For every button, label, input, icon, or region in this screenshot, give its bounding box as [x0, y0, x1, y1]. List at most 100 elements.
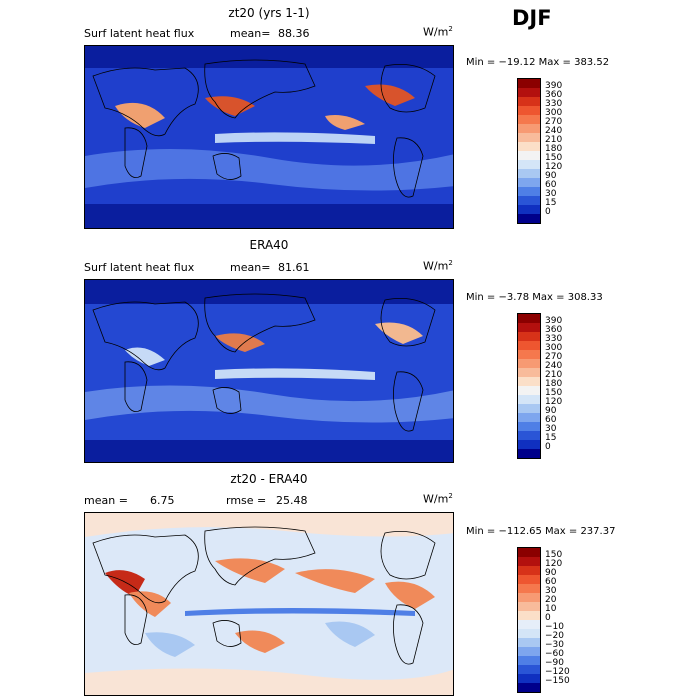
- panel-2-mean-label: mean=: [230, 261, 271, 274]
- panel-3-map: [84, 512, 454, 696]
- panel-2-colorbar-swatch: [518, 323, 540, 332]
- panel-1-colorbar-swatch: [518, 187, 540, 196]
- panel-3-tick: 10: [545, 604, 557, 614]
- panel-3-tick: 30: [545, 586, 557, 596]
- panel-1-tick: 60: [545, 180, 557, 190]
- panel-3-rmse-value: 25.48: [276, 494, 308, 507]
- season-label: DJF: [512, 6, 552, 30]
- panel-2-tick: 0: [545, 442, 551, 452]
- panel-1-colorbar-swatch: [518, 160, 540, 169]
- panel-3-colorbar-swatch: [518, 674, 540, 683]
- panel-3-minmax: Min = −112.65 Max = 237.37: [466, 526, 616, 537]
- panel-1-colorbar-swatch: [518, 169, 540, 178]
- panel-1-colorbar-swatch: [518, 79, 540, 88]
- panel-2-colorbar-swatch: [518, 359, 540, 368]
- panel-2-colorbar-swatch: [518, 413, 540, 422]
- panel-3-colorbar-swatch: [518, 575, 540, 584]
- panel-1-title: zt20 (yrs 1-1): [228, 6, 310, 20]
- panel-1-tick: 330: [545, 99, 563, 109]
- panel-1-tick: 150: [545, 153, 563, 163]
- panel-1-tick: 120: [545, 162, 563, 172]
- panel-1-tick: 90: [545, 171, 557, 181]
- panel-1-map-svg: [85, 46, 453, 228]
- panel-2-tick: 240: [545, 361, 563, 371]
- panel-2-tick: 360: [545, 325, 563, 335]
- panel-3-colorbar-swatch: [518, 647, 540, 656]
- panel-3-tick: 60: [545, 577, 557, 587]
- panel-2-colorbar-swatch: [518, 404, 540, 413]
- panel-2-map-svg: [85, 280, 453, 462]
- panel-2-colorbar-swatch: [518, 431, 540, 440]
- panel-1-variable-label: Surf latent heat flux: [84, 27, 195, 40]
- panel-2-minmax: Min = −3.78 Max = 308.33: [466, 292, 603, 303]
- panel-2-tick: 60: [545, 415, 557, 425]
- panel-1-colorbar-swatch: [518, 124, 540, 133]
- panel-1-tick: 360: [545, 90, 563, 100]
- panel-3-mean-value: 6.75: [150, 494, 175, 507]
- panel-1-map: [84, 45, 454, 229]
- panel-2-colorbar-swatch: [518, 449, 540, 458]
- panel-2-colorbar-swatch: [518, 341, 540, 350]
- panel-2-colorbar-swatch: [518, 368, 540, 377]
- panel-1-colorbar-swatch: [518, 106, 540, 115]
- panel-2-colorbar-swatch: [518, 377, 540, 386]
- panel-3-tick: −30: [545, 640, 564, 650]
- panel-2-tick: 150: [545, 388, 563, 398]
- panel-3-tick: 150: [545, 550, 563, 560]
- panel-1-tick: 180: [545, 144, 563, 154]
- panel-2-tick: 30: [545, 424, 557, 434]
- panel-2-unit: W/m2: [423, 259, 453, 273]
- panel-1-colorbar-swatch: [518, 115, 540, 124]
- panel-3-colorbar-swatch: [518, 665, 540, 674]
- panel-1-tick: 240: [545, 126, 563, 136]
- panel-1-tick: 30: [545, 189, 557, 199]
- panel-3-tick: −60: [545, 649, 564, 659]
- panel-3-tick: 20: [545, 595, 557, 605]
- panel-2-colorbar-swatch: [518, 440, 540, 449]
- panel-3-colorbar-swatch: [518, 557, 540, 566]
- panel-2-tick: 300: [545, 343, 563, 353]
- panel-3-tick: 120: [545, 559, 563, 569]
- panel-1-tick: 390: [545, 81, 563, 91]
- panel-3-colorbar-swatch: [518, 638, 540, 647]
- panel-2-tick: 330: [545, 334, 563, 344]
- panel-3-colorbar-swatch: [518, 656, 540, 665]
- panel-3-tick: −150: [545, 676, 570, 686]
- panel-2-tick: 90: [545, 406, 557, 416]
- panel-2-colorbar-swatch: [518, 422, 540, 431]
- panel-3-title: zt20 - ERA40: [230, 472, 308, 486]
- panel-1-mean-label: mean=: [230, 27, 271, 40]
- panel-2-colorbar-swatch: [518, 332, 540, 341]
- panel-3-tick: −120: [545, 667, 570, 677]
- panel-2-tick: 390: [545, 316, 563, 326]
- panel-2-colorbar-swatch: [518, 386, 540, 395]
- panel-3-tick: 90: [545, 568, 557, 578]
- panel-1-colorbar-swatch: [518, 88, 540, 97]
- panel-2-tick: 180: [545, 379, 563, 389]
- panel-3-colorbar-swatch: [518, 566, 540, 575]
- panel-1-unit: W/m2: [423, 25, 453, 39]
- panel-1-minmax: Min = −19.12 Max = 383.52: [466, 57, 610, 68]
- panel-3-unit: W/m2: [423, 492, 453, 506]
- panel-3-mean-label: mean =: [84, 494, 128, 507]
- panel-1-colorbar-swatch: [518, 214, 540, 223]
- panel-2-tick: 210: [545, 370, 563, 380]
- panel-3-colorbar: [517, 547, 541, 693]
- panel-3-colorbar-swatch: [518, 602, 540, 611]
- panel-3-map-svg: [85, 513, 453, 695]
- panel-1-mean-value: 88.36: [278, 27, 310, 40]
- panel-3-colorbar-swatch: [518, 548, 540, 557]
- panel-2-map: [84, 279, 454, 463]
- panel-3-rmse-label: rmse =: [226, 494, 267, 507]
- panel-2-colorbar-swatch: [518, 314, 540, 323]
- panel-1-colorbar-swatch: [518, 142, 540, 151]
- panel-2-tick: 15: [545, 433, 557, 443]
- panel-2-tick: 120: [545, 397, 563, 407]
- panel-1-tick: 270: [545, 117, 563, 127]
- panel-2-colorbar-swatch: [518, 395, 540, 404]
- panel-1-tick: 15: [545, 198, 557, 208]
- panel-1-colorbar-swatch: [518, 196, 540, 205]
- panel-3-tick: −10: [545, 622, 564, 632]
- panel-2-variable-label: Surf latent heat flux: [84, 261, 195, 274]
- panel-2-title: ERA40: [249, 238, 289, 252]
